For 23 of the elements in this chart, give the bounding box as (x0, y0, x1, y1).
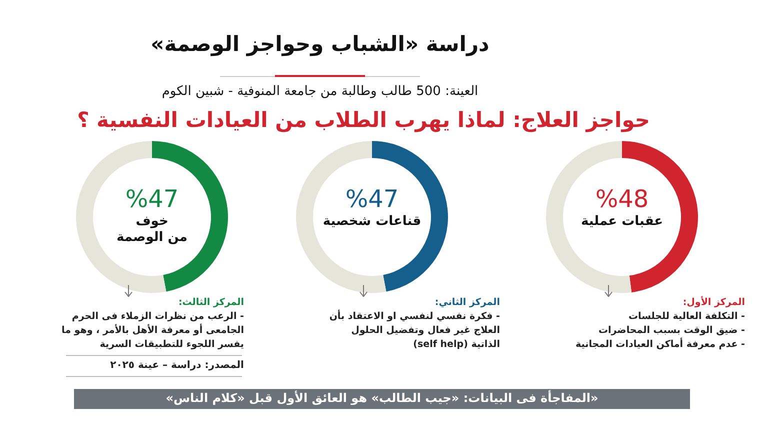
text: - الرعب من نظرات الزملاء فى الحرم (72, 311, 244, 322)
slice-label: خوف من الوصمة (116, 214, 188, 245)
text: الجامعى أو معرفة الأهل بالأمر ، وهو ما (62, 325, 244, 336)
data-label: %47 (125, 185, 179, 213)
text: العلاج غير فعال وتفضيل الحلول (351, 325, 500, 336)
slice-label: قناعات شخصية (322, 214, 422, 229)
slice-label: عقبات عملية (580, 214, 664, 229)
text: - فكرة نفسي لنفسي او الاعتقاد بأن (329, 311, 500, 322)
data-label: %48 (595, 185, 649, 213)
text: الذاتية (self help) (413, 339, 500, 350)
text: المركز الأول: (682, 297, 745, 308)
text: - ضيق الوقت بسبب المحاضرات (598, 325, 745, 336)
chart-subtitle: العينة: 500 طالب وطالبة من جامعة المنوفية - شبين الكوم (160, 84, 480, 99)
chart-title: دراسة «الشباب وحواجز الوصمة» (150, 32, 490, 56)
text: حواجز العلاج: لماذا يهرب الطلاب من العيادات النفسية ؟ (77, 108, 650, 132)
text: المركز الثالث: (178, 297, 244, 308)
data-label: %47 (345, 185, 399, 213)
text: - عدم معرفة أماكن العيادات المجانية (576, 339, 745, 350)
text: - التكلفة العالية للجلسات (628, 311, 745, 322)
text: المصدر: دراسة – عينة ٢٠٢٥ (110, 360, 244, 371)
text: «المفاجأة فى البيانات: «جيب الطالب» هو العائق الأول قبل «كلام الناس» (164, 391, 600, 405)
text: يفسر اللجوء للتطبيقات السرية (100, 339, 244, 350)
text: المركز الثاني: (434, 297, 500, 308)
